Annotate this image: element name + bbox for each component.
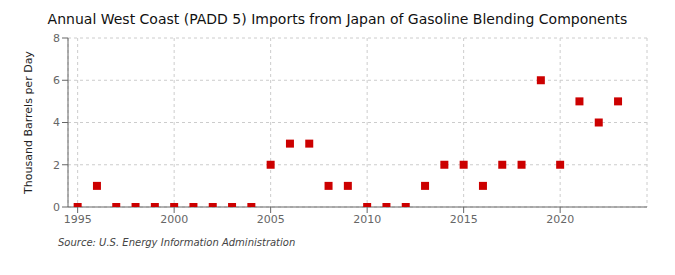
- svg-text:2020: 2020: [546, 213, 574, 226]
- svg-text:1995: 1995: [64, 213, 92, 226]
- svg-text:2005: 2005: [257, 213, 285, 226]
- svg-text:Thousand Barrels per Day: Thousand Barrels per Day: [22, 51, 35, 195]
- svg-text:6: 6: [53, 74, 60, 87]
- svg-text:2: 2: [53, 159, 60, 172]
- html-text:Source: U.S. Energy Informatio: Source: U.S. Energy Information Administ…: [58, 237, 296, 248]
- svg-text:2015: 2015: [450, 213, 478, 226]
- html-text:Annual West Coast (PADD 5) Imp: Annual West Coast (PADD 5) Imports from …: [47, 11, 628, 27]
- svg-text:8: 8: [53, 32, 60, 45]
- svg-text:2010: 2010: [353, 213, 381, 226]
- svg-text:4: 4: [53, 116, 60, 129]
- svg-text:0: 0: [53, 201, 60, 214]
- svg-text:2000: 2000: [160, 213, 188, 226]
